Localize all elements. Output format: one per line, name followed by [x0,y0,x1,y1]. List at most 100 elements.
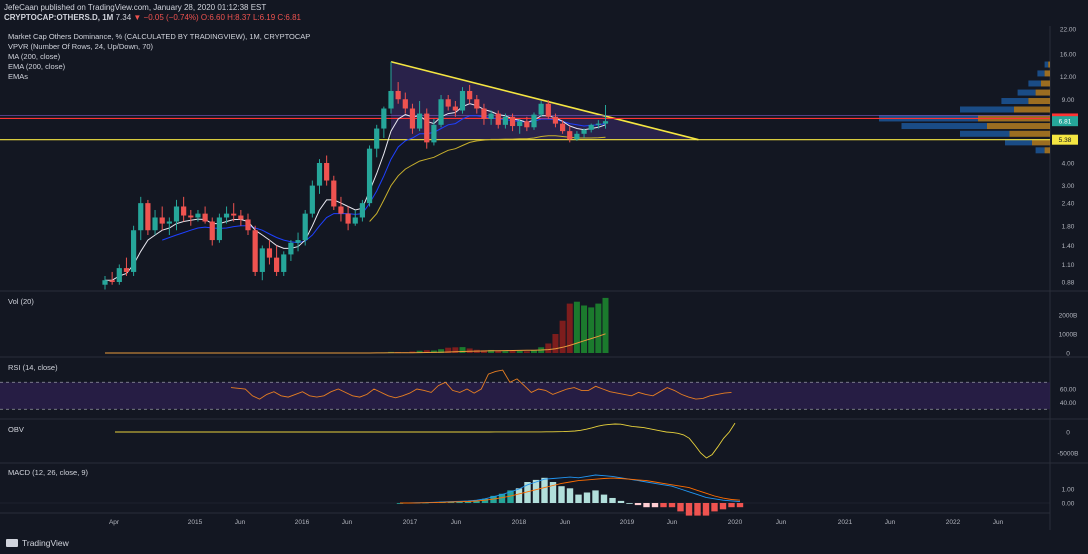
candle-body [459,90,466,111]
candle-body [474,99,480,109]
rsi-pane-label[interactable]: RSI (14, close) [8,363,58,372]
candle-body [359,203,365,218]
macd-pane-label[interactable]: MACD (12, 26, close, 9) [8,468,89,477]
candle-body [545,103,551,117]
tradingview-logo-text: TradingView [22,538,69,548]
obv-pane-label[interactable]: OBV [8,425,24,434]
vpvr-bar-down [1009,130,1050,137]
candle-body [302,213,308,241]
descending-trendline [390,60,699,141]
candle-body [395,90,401,100]
candle-body [502,116,508,125]
volume-bar [438,349,445,353]
obv-tick-label: -5000B [1058,450,1079,457]
macd-histogram-bar [464,501,472,503]
macd-signal-line [400,477,741,504]
x-tick-label: Jun [993,519,1004,526]
y-tick-label: 0.88 [1062,280,1075,287]
macd-histogram-bar [668,503,676,508]
indicator-ma[interactable]: MA (200, close) [8,52,61,61]
candle-body [188,215,194,218]
y-tick-label: 22.00 [1060,27,1077,34]
candle-body [109,280,115,282]
x-tick-label: Jun [451,519,462,526]
candle-body [560,123,566,132]
indicator-main[interactable]: Market Cap Others Dominance, % (CALCULAT… [8,32,311,41]
candle-body [138,203,144,231]
candle-body [574,133,580,140]
macd-histogram-bar [558,486,565,503]
candle-body [524,121,530,128]
candle-body [309,185,315,214]
macd-tick-label: 1.00 [1062,487,1075,494]
volume-bar [488,349,495,353]
vpvr-bar-down [987,123,1050,130]
macd-histogram-bar [719,503,727,510]
candle-body [281,254,287,272]
volume-tick-label: 1000B [1059,332,1078,339]
rsi-line [230,369,732,400]
candle-body [324,162,330,181]
x-tick-label: Jun [342,519,353,526]
volume-bar [466,348,473,353]
y-tick-label: 4.00 [1062,160,1075,167]
vpvr-bar-up [1044,61,1049,68]
symbol-line: CRYPTOCAP:OTHERS.D, 1M 7.34 ▼ −0.05 (−0.… [4,13,301,22]
macd-histogram-bar [481,498,489,503]
vol-pane-label[interactable]: Vol (20) [8,297,34,306]
macd-histogram-bar [728,503,735,508]
macd-histogram-bar [575,494,582,503]
candle-body [295,240,301,243]
price-label-box [1052,116,1078,127]
indicator-vpvr[interactable]: VPVR (Number Of Rows, 24, Up/Down, 70) [8,42,154,51]
tradingview-logo[interactable]: TradingView [6,538,69,548]
candle-body [173,206,180,222]
indicator-ema[interactable]: EMA (200, close) [8,62,66,71]
volume-tick-label: 2000B [1059,313,1078,320]
macd-histogram-bar [473,500,480,503]
volume-bar [602,297,609,353]
price-change: ▼ −0.05 (−0.74%) [133,13,199,22]
volume-bar [509,350,516,353]
candle-body [424,113,430,143]
volume-bar [495,350,502,353]
candle-body [274,257,280,272]
candle-body [495,113,501,125]
macd-histogram-bar [456,501,463,503]
candle-body [445,99,451,107]
y-tick-label: 1.10 [1062,262,1075,269]
candle-body [145,203,151,231]
candle-body [588,124,594,130]
vpvr-bar-down [1048,61,1050,68]
candle-body [331,180,337,207]
macd-histogram-bar [660,503,667,508]
vpvr-bar-down [1044,70,1050,77]
macd-histogram-bar [541,477,548,503]
macd-histogram-bar [583,492,591,503]
candle-body [123,268,130,272]
candle-body [581,129,587,134]
candle-body [223,213,230,218]
x-tick-label: 2018 [512,519,527,526]
macd-histogram-bar [694,503,701,516]
volume-bar [581,305,588,353]
candle-body [431,124,437,143]
vpvr-bar-up [1001,98,1029,105]
indicator-emas[interactable]: EMAs [8,72,29,81]
candle-body [517,121,523,127]
macd-histogram-bar [626,503,633,504]
volume-bar [559,320,566,353]
y-tick-label: 3.00 [1062,183,1075,190]
volume-ma-line [105,333,606,354]
vpvr-bar-up [1035,147,1045,154]
x-tick-label: Jun [560,519,571,526]
macd-histogram-bar [600,494,608,503]
y-tick-label: 1.40 [1062,243,1075,250]
candle-body [288,242,294,255]
x-tick-label: 2020 [728,519,743,526]
macd-histogram-bar [507,490,514,503]
volume-bar [416,350,423,353]
volume-bar [480,350,487,353]
candle-body [509,116,516,127]
candle-body [567,131,573,140]
